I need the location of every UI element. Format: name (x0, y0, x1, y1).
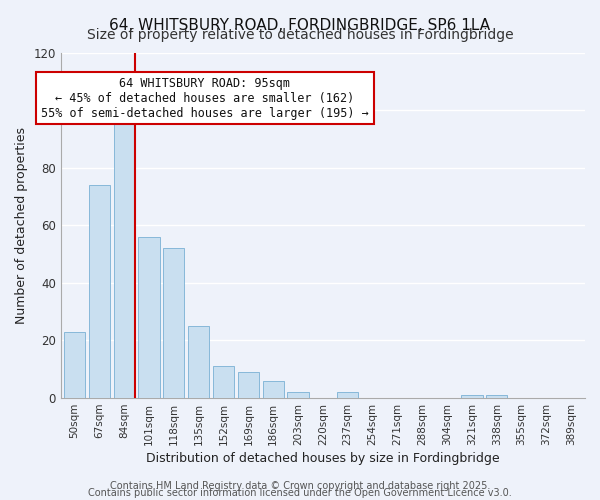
Bar (64, 332, 85, 398)
Bar (213, 366, 234, 398)
Y-axis label: Number of detached properties: Number of detached properties (15, 127, 28, 324)
Bar (461, 395, 482, 398)
Bar (139, 237, 160, 398)
Bar (263, 381, 284, 398)
Bar (188, 326, 209, 398)
Bar (486, 395, 508, 398)
Bar (287, 392, 308, 398)
Text: 64 WHITSBURY ROAD: 95sqm
← 45% of detached houses are smaller (162)
55% of semi-: 64 WHITSBURY ROAD: 95sqm ← 45% of detach… (41, 76, 369, 120)
Bar (163, 248, 184, 398)
Text: Contains public sector information licensed under the Open Government Licence v3: Contains public sector information licen… (88, 488, 512, 498)
Bar (113, 124, 135, 398)
Bar (238, 372, 259, 398)
X-axis label: Distribution of detached houses by size in Fordingbridge: Distribution of detached houses by size … (146, 452, 500, 465)
Text: Size of property relative to detached houses in Fordingbridge: Size of property relative to detached ho… (86, 28, 514, 42)
Text: Contains HM Land Registry data © Crown copyright and database right 2025.: Contains HM Land Registry data © Crown c… (110, 481, 490, 491)
Bar (337, 392, 358, 398)
Text: 64, WHITSBURY ROAD, FORDINGBRIDGE, SP6 1LA: 64, WHITSBURY ROAD, FORDINGBRIDGE, SP6 1… (109, 18, 491, 32)
Bar (89, 185, 110, 398)
